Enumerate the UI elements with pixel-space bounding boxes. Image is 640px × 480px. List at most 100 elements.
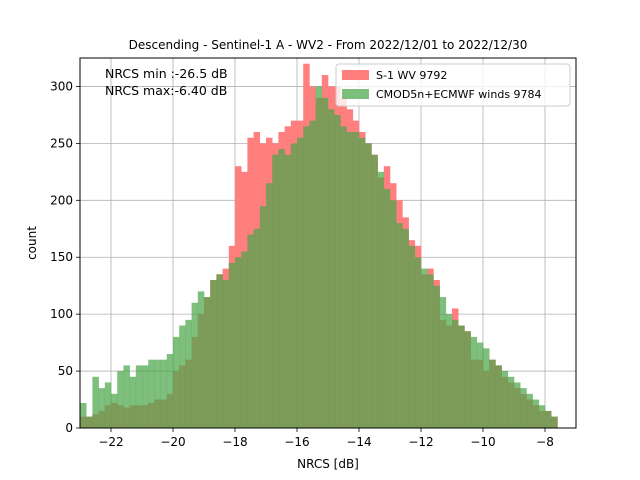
y-axis-ticks: 0 50 100 150 200 250 300	[50, 79, 80, 435]
histogram-bar	[111, 393, 118, 428]
x-axis-ticks: −22 −20 −18 −16 −14 −12 −10 −8	[98, 428, 554, 449]
histogram-bar	[284, 154, 292, 428]
histogram-bar	[135, 365, 143, 428]
histogram-bar	[507, 376, 515, 428]
x-tick-label: −10	[470, 435, 495, 449]
histogram-bar	[396, 223, 403, 428]
histogram-bar	[160, 359, 168, 428]
histogram-bar	[458, 325, 465, 428]
histogram-bar	[402, 228, 409, 428]
histogram-bar	[365, 143, 372, 428]
x-axis-label: NRCS [dB]	[297, 457, 359, 471]
histogram-bar	[290, 143, 298, 428]
y-tick-label: 300	[50, 79, 73, 93]
histogram-bar	[166, 354, 174, 428]
annotation-nrcs-min: NRCS min :-26.5 dB	[105, 66, 228, 81]
histogram-bar	[204, 297, 211, 428]
histogram-bar	[80, 402, 87, 428]
histogram-bar	[390, 200, 397, 428]
histogram-bar	[129, 376, 137, 428]
series-cmod-bars	[80, 86, 558, 429]
histogram-bar	[191, 302, 199, 428]
histogram-bar	[371, 154, 378, 428]
y-tick-label: 250	[50, 136, 73, 150]
y-tick-label: 150	[50, 250, 73, 264]
annotation-nrcs-max: NRCS max:-6.40 dB	[105, 83, 227, 98]
histogram-bar	[359, 137, 366, 428]
histogram-bar	[427, 274, 434, 428]
histogram-bar	[185, 319, 192, 428]
histogram-bar	[328, 109, 335, 428]
histogram-bar	[297, 137, 304, 428]
histogram-bar	[228, 262, 236, 428]
histogram-bar	[266, 183, 273, 428]
histogram-bar	[383, 188, 391, 428]
x-tick-label: −16	[284, 435, 309, 449]
histogram-bar	[179, 325, 186, 428]
histogram-bar	[315, 86, 323, 428]
histogram-bar	[408, 245, 416, 428]
histogram-bar	[501, 371, 509, 428]
histogram-bar	[445, 314, 453, 428]
histogram-bar	[545, 410, 552, 428]
histogram-bar	[414, 257, 422, 428]
histogram-bar	[92, 376, 99, 428]
histogram-bar	[495, 365, 502, 428]
y-tick-label: 0	[65, 421, 73, 435]
x-tick-label: −22	[98, 435, 123, 449]
histogram-bar	[470, 336, 478, 428]
histogram-bar	[123, 365, 130, 428]
histogram-bar	[197, 291, 205, 428]
histogram-bar	[464, 331, 471, 428]
histogram-bar	[340, 126, 347, 429]
y-tick-label: 100	[50, 307, 73, 321]
histogram-bar	[520, 388, 527, 428]
histogram-bar	[272, 154, 279, 428]
histogram-bar	[241, 251, 248, 428]
histogram-bar	[433, 285, 440, 428]
x-tick-label: −18	[222, 435, 247, 449]
histogram-bar	[210, 280, 217, 428]
histogram-bar	[253, 228, 261, 428]
histogram-bar	[439, 297, 447, 428]
histogram-bar	[86, 416, 93, 428]
histogram-bar	[303, 126, 310, 429]
histogram-bar	[352, 132, 360, 428]
legend-label-s1: S-1 WV 9792	[376, 69, 447, 82]
x-tick-label: −8	[536, 435, 554, 449]
legend-swatch-s1	[342, 70, 369, 80]
histogram-bar	[532, 399, 540, 428]
histogram-bar	[104, 382, 112, 428]
legend-box	[335, 63, 571, 107]
histogram-bar	[334, 114, 341, 428]
histogram-bar	[452, 319, 459, 428]
legend-label-cmod: CMOD5n+ECMWF winds 9784	[376, 88, 542, 101]
chart-title: Descending - Sentinel-1 A - WV2 - From 2…	[129, 38, 528, 52]
y-tick-label: 200	[50, 193, 73, 207]
histogram-bar	[117, 371, 124, 428]
histogram-bar	[173, 336, 180, 428]
legend-swatch-cmod	[342, 89, 369, 99]
histogram-bar	[489, 359, 496, 428]
histogram-bar	[154, 359, 161, 428]
x-tick-label: −12	[408, 435, 433, 449]
legend: S-1 WV 9792 CMOD5n+ECMWF winds 9784	[335, 63, 571, 107]
x-tick-label: −14	[346, 435, 371, 449]
histogram-bar	[514, 382, 521, 428]
histogram-bar	[259, 206, 267, 428]
histogram-bar	[216, 274, 223, 428]
histogram-bar	[346, 132, 354, 428]
histogram-bar	[421, 268, 428, 428]
histogram-bar	[309, 120, 316, 428]
x-tick-label: −20	[160, 435, 185, 449]
histogram-bar	[148, 359, 155, 428]
histogram-bar	[98, 388, 106, 428]
histogram-bar	[538, 405, 546, 428]
histogram-bar	[247, 234, 254, 428]
y-axis-label: count	[25, 226, 39, 260]
histogram-bar	[377, 171, 385, 428]
y-tick-label: 50	[58, 364, 73, 378]
histogram-bar	[278, 149, 285, 429]
histogram-bar	[321, 97, 329, 428]
